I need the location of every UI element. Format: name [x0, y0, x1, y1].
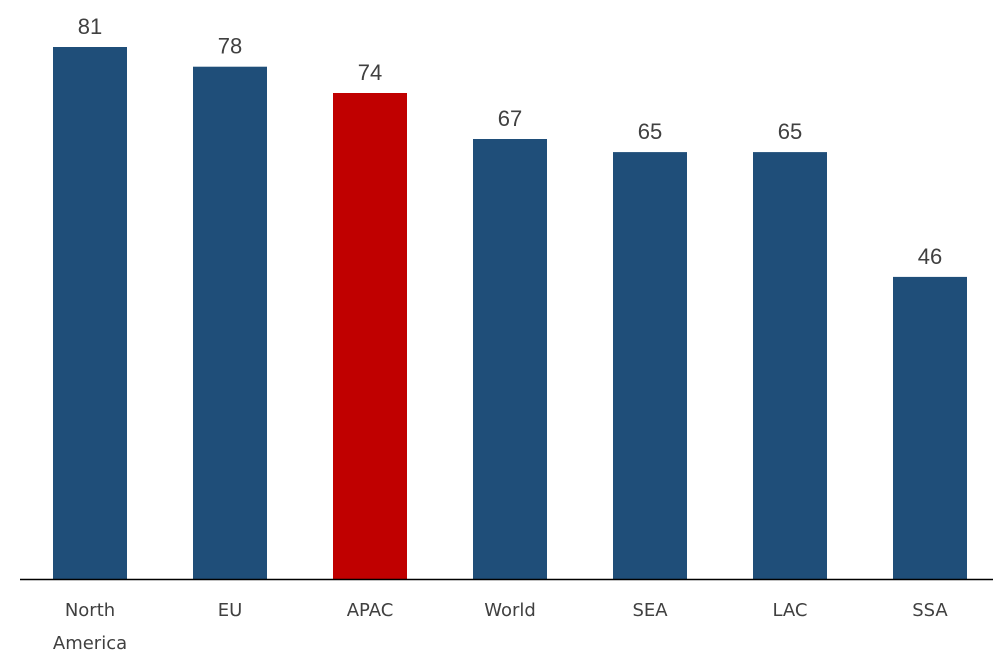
category-label-ssa: SSA — [912, 600, 948, 621]
category-label-world: World — [484, 600, 536, 621]
category-label-apac: APAC — [347, 600, 394, 621]
category-label-line: SEA — [632, 600, 668, 621]
value-label-apac: 74 — [358, 60, 382, 85]
bars-group — [53, 47, 967, 579]
category-label-line: EU — [218, 600, 243, 621]
bar-ssa — [893, 276, 967, 579]
bar-apac — [333, 93, 407, 579]
category-label-eu: EU — [218, 600, 243, 621]
value-label-world: 67 — [498, 106, 522, 131]
category-label-sea: SEA — [632, 600, 668, 621]
value-label-ssa: 46 — [918, 244, 942, 269]
value-labels-group: 81 78 74 67 65 65 46 — [78, 14, 942, 269]
bar-sea — [613, 152, 687, 579]
value-label-sea: 65 — [638, 119, 662, 144]
category-label-line: World — [484, 600, 536, 621]
category-label-line: America — [53, 633, 127, 653]
category-label-lac: LAC — [772, 600, 807, 621]
category-labels-group: North America EU APAC World SEA LAC SSA — [53, 600, 949, 653]
value-label-north-america: 81 — [78, 14, 102, 39]
value-label-lac: 65 — [778, 119, 802, 144]
bar-eu — [193, 66, 267, 579]
category-label-line: North — [65, 600, 115, 621]
category-label-north-america: North America — [53, 600, 127, 653]
value-label-eu: 78 — [218, 34, 242, 59]
category-label-line: APAC — [347, 600, 394, 621]
bar-north-america — [53, 47, 127, 579]
bar-lac — [753, 152, 827, 579]
bar-world — [473, 139, 547, 579]
category-label-line: SSA — [912, 600, 948, 621]
category-label-line: LAC — [772, 600, 807, 621]
